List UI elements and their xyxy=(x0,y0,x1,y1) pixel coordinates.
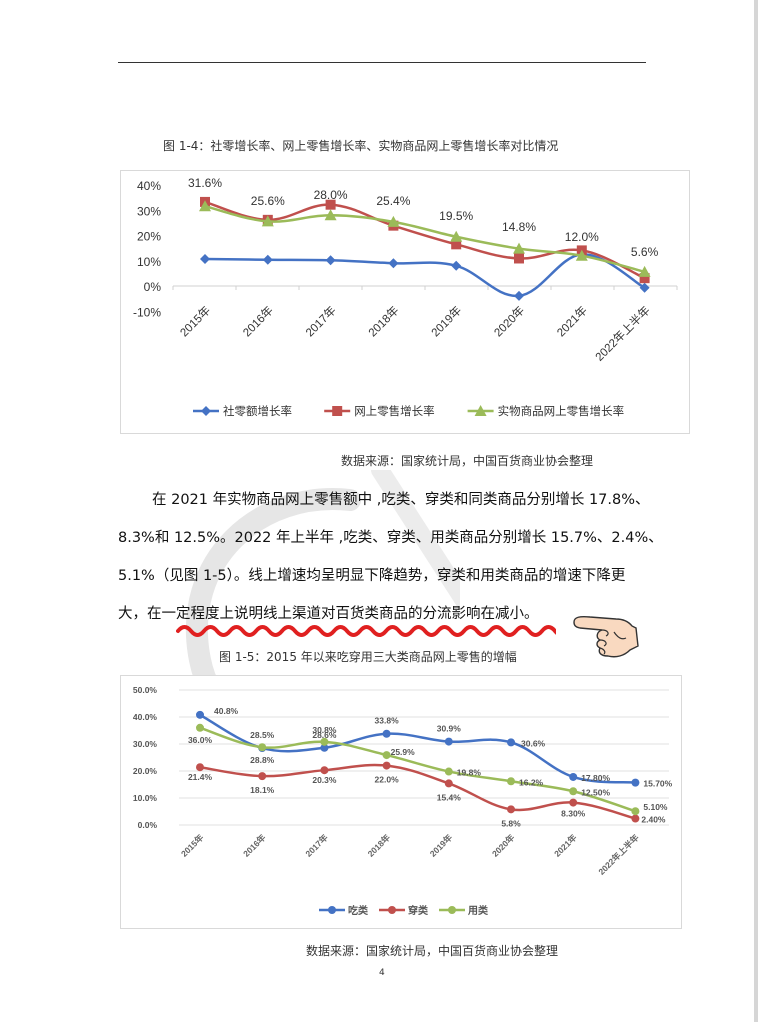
svg-text:28.0%: 28.0% xyxy=(314,188,348,202)
svg-text:30%: 30% xyxy=(137,204,161,218)
svg-text:用类: 用类 xyxy=(467,904,488,917)
svg-text:0%: 0% xyxy=(144,280,162,294)
svg-text:2018年: 2018年 xyxy=(366,832,393,859)
svg-text:社零额增长率: 社零额增长率 xyxy=(223,404,292,418)
paragraph-line-3: 5.1%（见图 1-5）。线上增速均呈明显下降趋势，穿类和用类商品的增速下降更 xyxy=(118,568,626,584)
svg-text:5.8%: 5.8% xyxy=(501,818,521,828)
svg-text:22.0%: 22.0% xyxy=(375,775,400,785)
svg-text:14.8%: 14.8% xyxy=(502,220,536,234)
svg-text:18.1%: 18.1% xyxy=(250,785,275,795)
figure1-chart: 40% 30% 20% 10% 0% -10% 2015年 2016年 2017年 2018年 20… xyxy=(120,170,690,434)
body-paragraph: 在 2021 年实物商品网上零售额中 ,吃类、穿类和同类商品分别增长 17.8%… xyxy=(118,481,663,633)
svg-text:8.30%: 8.30% xyxy=(561,809,586,819)
svg-text:36.0%: 36.0% xyxy=(188,735,213,745)
svg-text:2015年: 2015年 xyxy=(177,303,213,339)
svg-text:2017年: 2017年 xyxy=(303,832,330,859)
svg-text:5.6%: 5.6% xyxy=(631,245,659,259)
svg-text:12.50%: 12.50% xyxy=(581,787,610,797)
svg-text:16.2%: 16.2% xyxy=(519,777,544,787)
svg-text:20.3%: 20.3% xyxy=(312,775,337,785)
svg-text:穿类: 穿类 xyxy=(408,904,428,917)
svg-text:19.5%: 19.5% xyxy=(439,209,473,223)
svg-text:20%: 20% xyxy=(137,230,161,244)
svg-text:30.9%: 30.9% xyxy=(437,724,462,734)
svg-text:25.9%: 25.9% xyxy=(391,747,416,757)
figure2-plot: 50.0% 40.0% 30.0% 20.0% 10.0% 0.0% 2015年 2016年 2… xyxy=(133,685,673,917)
figure1-source: 数据来源：国家统计局，中国百货商业协会整理 xyxy=(341,454,594,468)
svg-text:5.10%: 5.10% xyxy=(643,802,668,812)
page-edge xyxy=(754,0,758,1022)
paragraph-line-4: 大，在一定程度上说明线上渠道对百货类商品的分流影响在减小。 xyxy=(118,606,539,622)
svg-text:40.8%: 40.8% xyxy=(214,706,239,716)
svg-text:0.0%: 0.0% xyxy=(138,820,158,830)
figure1-caption: 图 1-4：社零增长率、网上零售增长率、实物商品网上零售增长率对比情况 xyxy=(163,139,559,153)
page-number: 4 xyxy=(379,968,385,978)
wavy-underline xyxy=(176,625,556,637)
svg-text:15.70%: 15.70% xyxy=(643,779,672,789)
svg-text:40.0%: 40.0% xyxy=(133,712,158,722)
paragraph-line-1: 在 2021 年实物商品网上零售额中 ,吃类、穿类和同类商品分别增长 17.8%… xyxy=(152,492,650,508)
svg-text:17.80%: 17.80% xyxy=(581,773,610,783)
svg-text:30.6%: 30.6% xyxy=(521,738,546,748)
paragraph-line-2: 8.3%和 12.5%。2022 年上半年 ,吃类、穿类、用类商品分别增长 15… xyxy=(118,530,663,546)
svg-text:2015年: 2015年 xyxy=(179,832,206,859)
svg-text:2019年: 2019年 xyxy=(428,832,455,859)
svg-text:28.8%: 28.8% xyxy=(250,755,275,765)
svg-text:15.4%: 15.4% xyxy=(437,792,462,802)
svg-text:20.0%: 20.0% xyxy=(133,766,158,776)
svg-text:33.8%: 33.8% xyxy=(375,716,400,726)
svg-text:2016年: 2016年 xyxy=(240,303,276,339)
svg-text:25.4%: 25.4% xyxy=(376,194,410,208)
svg-text:19.8%: 19.8% xyxy=(457,768,482,778)
svg-text:2021年: 2021年 xyxy=(552,832,579,859)
svg-text:40%: 40% xyxy=(137,179,161,193)
svg-text:50.0%: 50.0% xyxy=(133,685,158,695)
svg-text:28.6%: 28.6% xyxy=(312,730,337,740)
figure1-plot: 40% 30% 20% 10% 0% -10% 2015年 2016年 2017年 2018年 20… xyxy=(133,176,678,418)
svg-text:21.4%: 21.4% xyxy=(188,772,213,782)
svg-text:2020年: 2020年 xyxy=(490,832,517,859)
header-rule xyxy=(118,62,646,63)
svg-text:2016年: 2016年 xyxy=(241,832,268,859)
svg-text:2020年: 2020年 xyxy=(491,303,527,339)
svg-text:2019年: 2019年 xyxy=(428,303,464,339)
svg-text:10%: 10% xyxy=(137,255,161,269)
svg-text:2022年上半年: 2022年上半年 xyxy=(596,832,641,877)
svg-text:10.0%: 10.0% xyxy=(133,793,158,803)
svg-text:2021年: 2021年 xyxy=(554,303,590,339)
svg-text:25.6%: 25.6% xyxy=(251,194,285,208)
figure2-chart: 50.0% 40.0% 30.0% 20.0% 10.0% 0.0% 2015年 2016年 2… xyxy=(120,675,682,929)
pointing-hand-icon xyxy=(573,615,639,658)
svg-text:30.0%: 30.0% xyxy=(133,739,158,749)
svg-text:-10%: -10% xyxy=(133,305,161,319)
figure2-caption: 图 1-5：2015 年以来吃穿用三大类商品网上零售的增幅 xyxy=(219,650,517,664)
svg-text:2018年: 2018年 xyxy=(365,303,401,339)
svg-text:吃类: 吃类 xyxy=(348,904,368,917)
svg-text:28.5%: 28.5% xyxy=(250,730,275,740)
svg-text:31.6%: 31.6% xyxy=(188,176,222,190)
svg-text:2.40%: 2.40% xyxy=(641,815,666,825)
figure2-source: 数据来源：国家统计局，中国百货商业协会整理 xyxy=(306,944,559,958)
svg-text:12.0%: 12.0% xyxy=(565,230,599,244)
svg-text:实物商品网上零售增长率: 实物商品网上零售增长率 xyxy=(498,404,624,418)
svg-text:2017年: 2017年 xyxy=(303,303,339,339)
svg-text:30.8%: 30.8% xyxy=(312,725,337,735)
svg-text:网上零售增长率: 网上零售增长率 xyxy=(354,404,435,418)
svg-text:2022年上半年: 2022年上半年 xyxy=(592,303,653,364)
